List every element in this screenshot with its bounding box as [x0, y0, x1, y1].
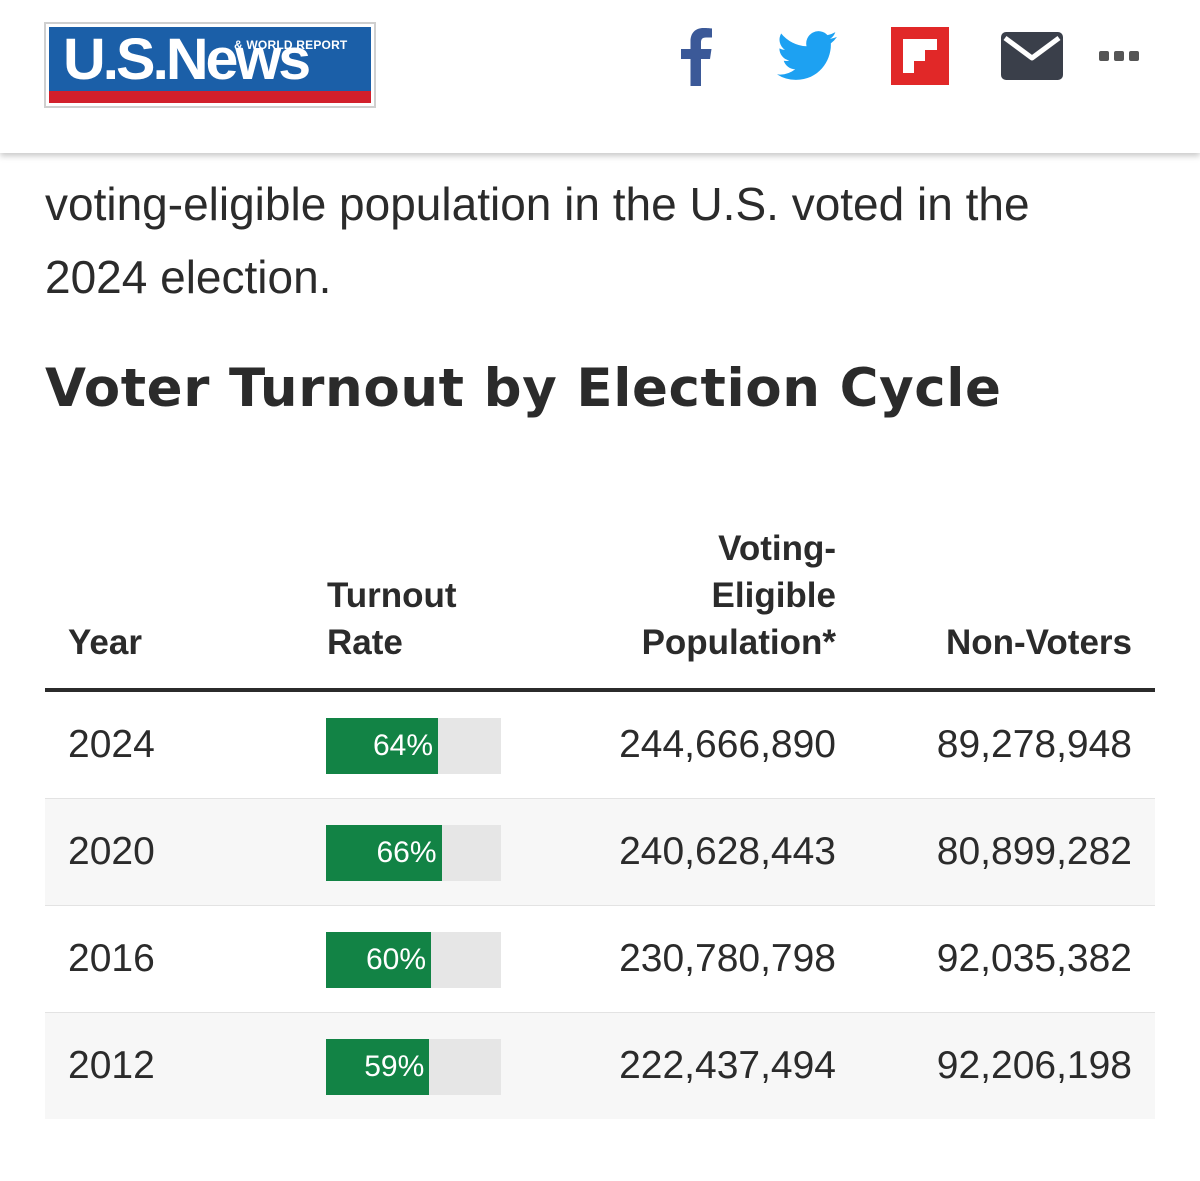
usnews-logo[interactable]: U.S.News & WORLD REPORT — [44, 22, 376, 108]
turnout-rate-label: 66% — [376, 836, 437, 869]
intro-line-2: 2024 election. — [45, 251, 332, 303]
year-cell: 2016 — [68, 937, 155, 980]
header-rate-line-2: Rate — [327, 623, 403, 662]
non-voters-cell: 80,899,282 — [936, 830, 1132, 873]
voting-eligible-population-cell: 230,780,798 — [619, 937, 836, 980]
header-non-voters: Non-Voters — [945, 623, 1132, 662]
table-row: 2016 60% 230,780,798 92,035,382 — [45, 906, 1155, 1013]
voting-eligible-population-cell: 222,437,494 — [619, 1044, 836, 1087]
header-year: Year — [68, 623, 142, 662]
email-icon — [1001, 32, 1063, 80]
flipboard-icon — [891, 27, 949, 85]
logo-subtitle: & WORLD REPORT — [234, 38, 348, 52]
facebook-icon — [681, 28, 712, 86]
logo-badge: U.S.News & WORLD REPORT — [49, 27, 371, 103]
twitter-share-button[interactable] — [776, 26, 838, 86]
non-voters-cell: 92,206,198 — [936, 1044, 1132, 1087]
turnout-bar-fill: 66% — [326, 825, 442, 881]
header-vep-line-1: Voting- — [718, 529, 836, 568]
intro-line-1: voting-eligible population in the U.S. v… — [45, 178, 1030, 230]
table-row: 2012 59% 222,437,494 92,206,198 — [45, 1013, 1155, 1119]
logo-red-stripe — [49, 91, 371, 103]
turnout-bar-fill: 59% — [326, 1039, 430, 1095]
turnout-rate-label: 60% — [365, 943, 426, 976]
turnout-bar: 59% — [326, 1039, 501, 1095]
more-icon — [1099, 51, 1139, 61]
header-rate-line-1: Turnout — [327, 576, 457, 615]
more-share-button[interactable] — [1098, 26, 1140, 86]
non-voters-cell: 89,278,948 — [936, 723, 1132, 766]
header-vep-line-2: Eligible — [711, 576, 836, 615]
turnout-rate-label: 59% — [364, 1050, 425, 1083]
email-share-button[interactable] — [1000, 26, 1064, 86]
voting-eligible-population-cell: 240,628,443 — [619, 830, 836, 873]
logo-wordmark: U.S.News — [63, 27, 311, 92]
header-voting-eligible-population: Voting- Eligible Population* — [642, 525, 836, 666]
article-intro-text: voting-eligible population in the U.S. v… — [45, 168, 1155, 314]
facebook-share-button[interactable] — [674, 26, 718, 86]
voting-eligible-population-cell: 244,666,890 — [619, 723, 836, 766]
turnout-table: Year Turnout Rate Voting- Eligible Popul… — [45, 520, 1155, 1119]
section-title: Voter Turnout by Election Cycle — [45, 358, 1002, 419]
year-cell: 2012 — [68, 1044, 155, 1087]
flipboard-share-button[interactable] — [890, 26, 950, 86]
table-header: Year Turnout Rate Voting- Eligible Popul… — [45, 520, 1155, 692]
turnout-bar: 66% — [326, 825, 501, 881]
table-row: 2020 66% 240,628,443 80,899,282 — [45, 799, 1155, 906]
table-row: 2024 64% 244,666,890 89,278,948 — [45, 692, 1155, 799]
turnout-bar-fill: 64% — [326, 718, 438, 774]
turnout-bar: 60% — [326, 932, 501, 988]
year-cell: 2024 — [68, 723, 155, 766]
header-turnout-rate: Turnout Rate — [327, 572, 457, 666]
non-voters-cell: 92,035,382 — [936, 937, 1132, 980]
site-header: U.S.News & WORLD REPORT — [0, 0, 1200, 153]
turnout-bar-fill: 60% — [326, 932, 431, 988]
twitter-icon — [777, 31, 837, 80]
year-cell: 2020 — [68, 830, 155, 873]
turnout-bar: 64% — [326, 718, 501, 774]
header-vep-line-3: Population* — [641, 623, 836, 662]
turnout-rate-label: 64% — [372, 729, 433, 762]
